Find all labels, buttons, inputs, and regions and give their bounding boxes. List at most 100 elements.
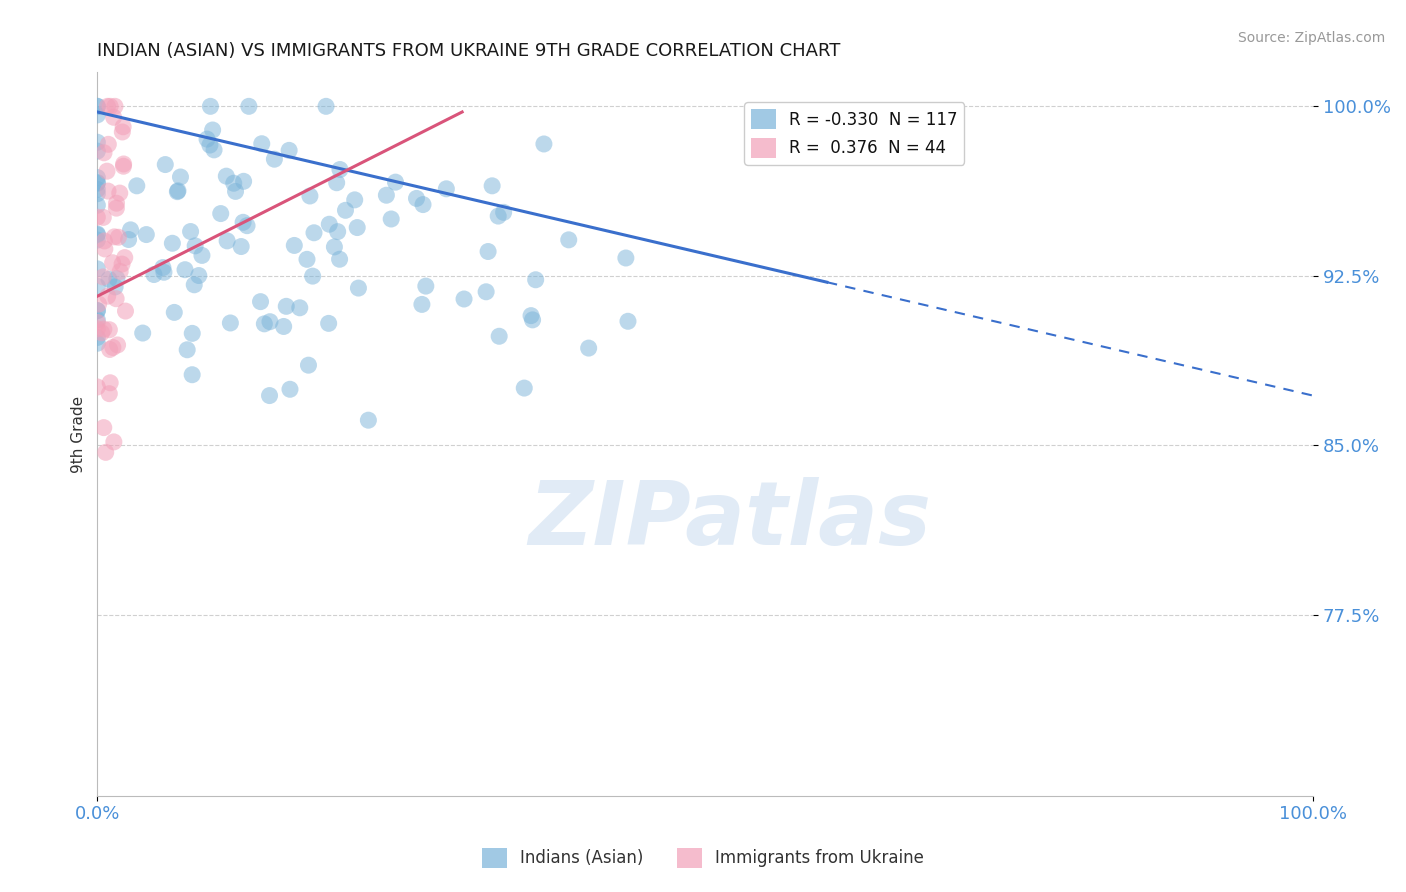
Point	[329, 162, 352, 177]
Point	[288, 301, 311, 315]
Point	[86, 303, 108, 318]
Point	[86, 108, 108, 122]
Point	[578, 341, 600, 355]
Point	[323, 240, 346, 254]
Point	[101, 256, 124, 270]
Point	[202, 143, 225, 157]
Point	[86, 380, 108, 394]
Point	[380, 212, 402, 227]
Point	[114, 251, 136, 265]
Point	[105, 292, 128, 306]
Point	[513, 381, 536, 395]
Point	[112, 159, 135, 173]
Point	[533, 136, 555, 151]
Point	[250, 136, 273, 151]
Point	[101, 341, 124, 355]
Point	[524, 273, 547, 287]
Point	[103, 434, 125, 449]
Point	[236, 219, 259, 233]
Point	[614, 251, 637, 265]
Point	[86, 170, 108, 185]
Point	[86, 227, 108, 241]
Point	[405, 191, 427, 205]
Point	[86, 336, 108, 351]
Point	[97, 289, 120, 303]
Point	[86, 227, 108, 242]
Point	[111, 257, 134, 271]
Point	[86, 330, 108, 344]
Point	[107, 230, 129, 244]
Point	[232, 174, 254, 188]
Point	[278, 382, 301, 396]
Point	[86, 211, 108, 225]
Point	[276, 299, 298, 313]
Point	[259, 388, 281, 402]
Point	[492, 205, 515, 219]
Point	[238, 99, 260, 113]
Point	[259, 315, 281, 329]
Point	[253, 317, 276, 331]
Point	[318, 217, 340, 231]
Point	[181, 368, 204, 382]
Point	[94, 242, 117, 256]
Point	[86, 135, 108, 149]
Point	[283, 238, 305, 252]
Point	[315, 99, 337, 113]
Point	[112, 120, 135, 134]
Point	[91, 211, 114, 225]
Point	[222, 176, 245, 190]
Point	[98, 386, 121, 401]
Point	[105, 196, 128, 211]
Point	[86, 279, 108, 293]
Text: Source: ZipAtlas.com: Source: ZipAtlas.com	[1237, 31, 1385, 45]
Point	[295, 252, 318, 267]
Point	[201, 123, 224, 137]
Point	[176, 343, 198, 357]
Point	[209, 206, 232, 220]
Point	[522, 313, 544, 327]
Point	[86, 316, 108, 330]
Point	[297, 358, 319, 372]
Point	[298, 189, 321, 203]
Point	[86, 177, 108, 191]
Point	[488, 329, 510, 343]
Point	[166, 185, 188, 199]
Point	[357, 413, 380, 427]
Point	[411, 297, 433, 311]
Point	[86, 233, 108, 247]
Point	[86, 186, 108, 201]
Point	[120, 223, 142, 237]
Point	[87, 297, 110, 311]
Point	[453, 292, 475, 306]
Point	[98, 343, 121, 357]
Point	[375, 188, 398, 202]
Point	[143, 268, 166, 282]
Point	[191, 248, 214, 262]
Point	[346, 220, 368, 235]
Point	[302, 226, 325, 240]
Point	[278, 144, 301, 158]
Point	[86, 261, 108, 276]
Point	[86, 99, 108, 113]
Point	[104, 99, 127, 113]
Point	[475, 285, 498, 299]
Point	[93, 234, 115, 248]
Point	[335, 203, 357, 218]
Point	[114, 304, 136, 318]
Point	[217, 234, 239, 248]
Point	[184, 239, 207, 253]
Point	[86, 182, 108, 196]
Point	[97, 137, 120, 152]
Text: INDIAN (ASIAN) VS IMMIGRANTS FROM UKRAINE 9TH GRADE CORRELATION CHART: INDIAN (ASIAN) VS IMMIGRANTS FROM UKRAIN…	[97, 42, 841, 60]
Point	[219, 316, 242, 330]
Point	[97, 272, 120, 286]
Point	[98, 323, 121, 337]
Point	[318, 317, 340, 331]
Point	[103, 230, 125, 244]
Point	[86, 99, 108, 113]
Point	[215, 169, 238, 183]
Point	[477, 244, 499, 259]
Point	[301, 269, 323, 284]
Point	[96, 164, 118, 178]
Point	[486, 209, 509, 223]
